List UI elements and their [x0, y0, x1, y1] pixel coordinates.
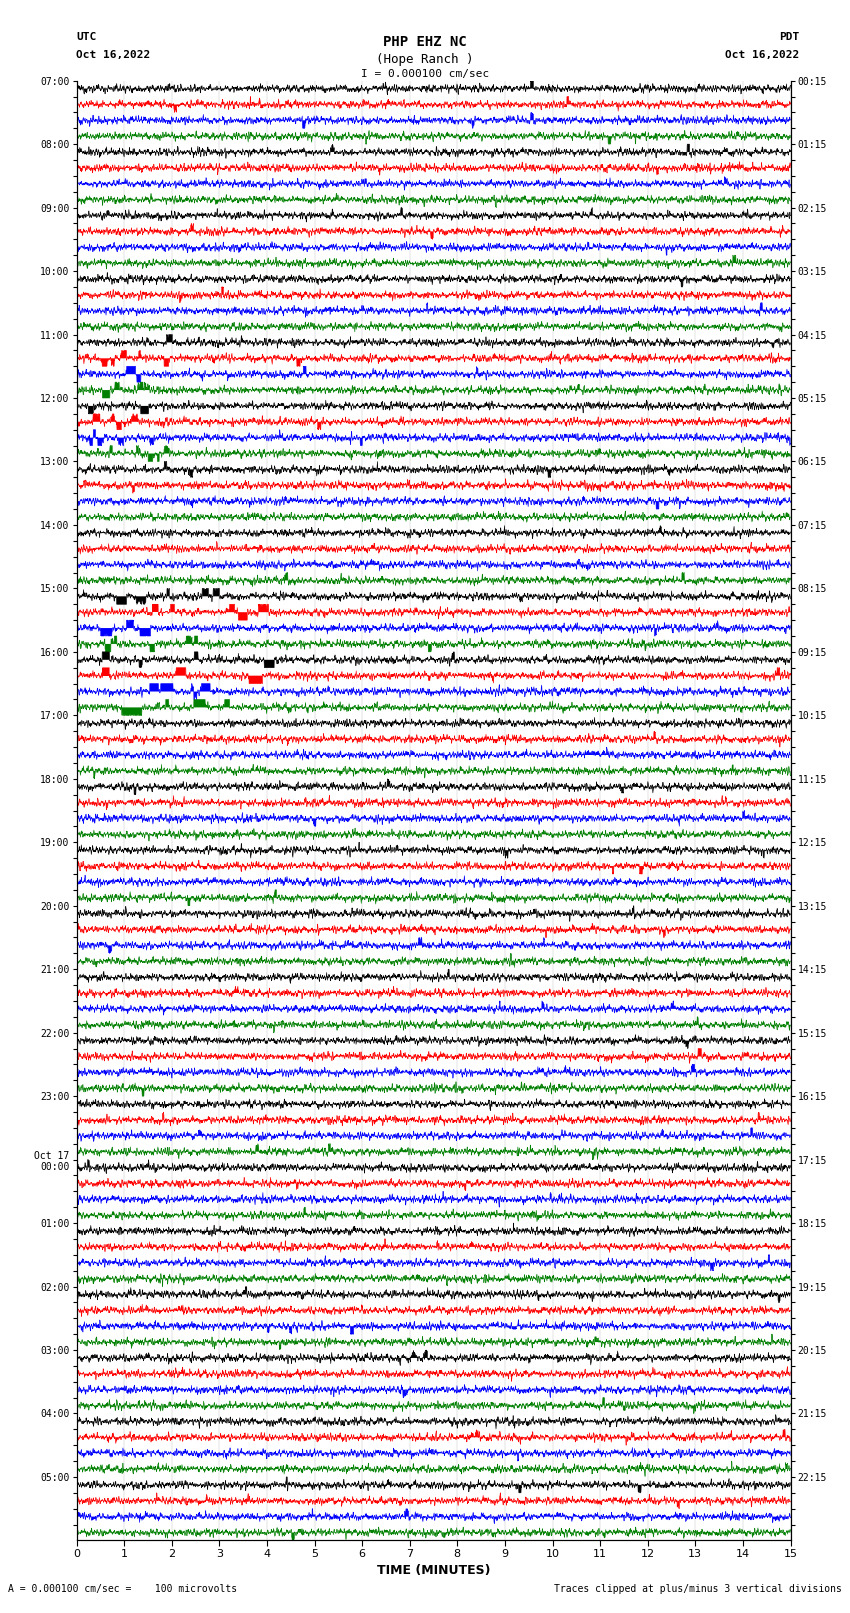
Text: I = 0.000100 cm/sec: I = 0.000100 cm/sec [361, 69, 489, 79]
Text: Traces clipped at plus/minus 3 vertical divisions: Traces clipped at plus/minus 3 vertical … [553, 1584, 842, 1594]
Text: (Hope Ranch ): (Hope Ranch ) [377, 53, 473, 66]
Text: PDT: PDT [779, 32, 799, 42]
X-axis label: TIME (MINUTES): TIME (MINUTES) [377, 1565, 490, 1578]
Text: Oct 16,2022: Oct 16,2022 [76, 50, 150, 60]
Text: Oct 16,2022: Oct 16,2022 [725, 50, 799, 60]
Text: UTC: UTC [76, 32, 97, 42]
Text: A = 0.000100 cm/sec =    100 microvolts: A = 0.000100 cm/sec = 100 microvolts [8, 1584, 238, 1594]
Text: PHP EHZ NC: PHP EHZ NC [383, 35, 467, 50]
